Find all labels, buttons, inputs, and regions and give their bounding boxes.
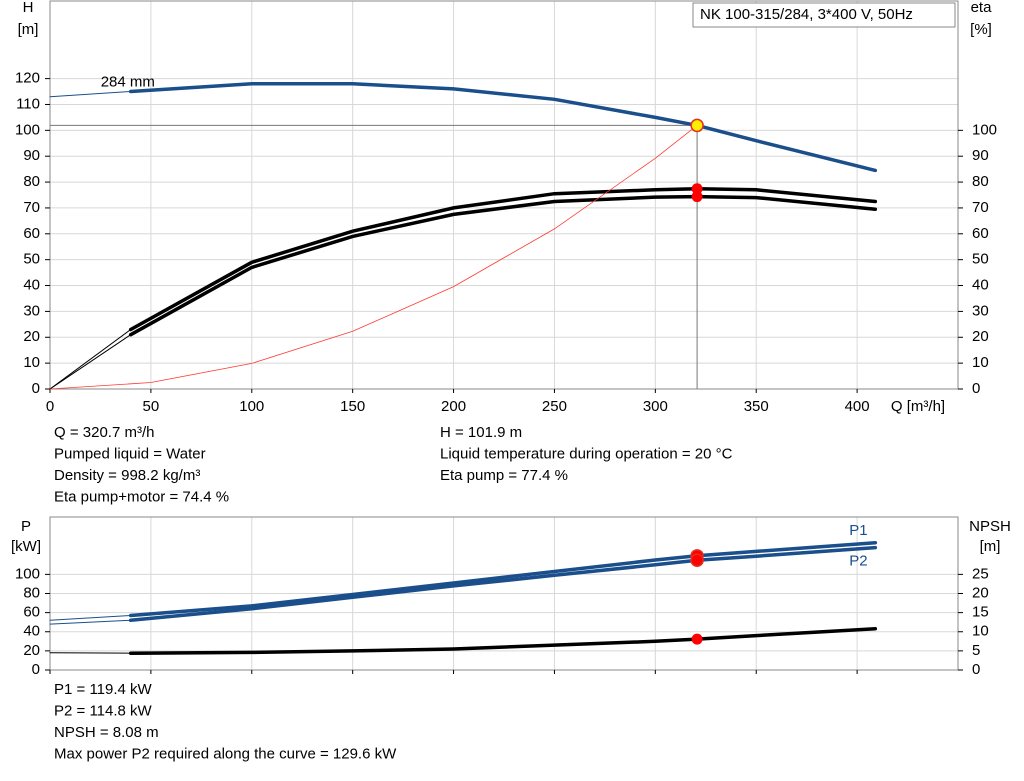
title-box: [692, 2, 956, 28]
curve: [128, 187, 878, 332]
curve-label: 284 mm: [101, 74, 155, 91]
x-tick-label: 400: [845, 398, 870, 415]
y-axis-label: P: [21, 518, 31, 535]
curve: [128, 545, 878, 623]
y-tick-label: 120: [15, 70, 40, 87]
y-tick-label: 100: [15, 565, 40, 582]
x-axis-label: Q [m³/h]: [891, 398, 945, 415]
info-text: Eta pump+motor = 74.4 %: [54, 488, 229, 505]
curve: [128, 82, 878, 173]
y2-tick-label: 40: [972, 277, 989, 294]
info-text: P2 = 114.8 kW: [54, 702, 153, 719]
x-tick-label: 250: [542, 398, 567, 415]
x-tick-label: 50: [143, 398, 160, 415]
info-text: NPSH = 8.08 m: [54, 724, 159, 741]
curve: [128, 626, 878, 655]
curve-extrapolated: [49, 334, 132, 390]
y2-tick-label: 0: [972, 661, 980, 678]
x-tick-label: 300: [643, 398, 668, 415]
x-tick-label: 200: [441, 398, 466, 415]
y-tick-label: 30: [23, 302, 40, 319]
operating-point: [691, 633, 703, 645]
operating-point: [691, 191, 703, 203]
chart-title: NK 100-315/284, 3*400 V, 50Hz: [700, 6, 913, 23]
info-text: Eta pump = 77.4 %: [440, 467, 568, 484]
y2-tick-label: 30: [972, 302, 989, 319]
y-tick-label: 0: [32, 661, 40, 678]
info-text: Pumped liquid = Water: [54, 445, 206, 462]
y-tick-label: 100: [15, 121, 40, 138]
y-axis-unit: [kW]: [11, 538, 41, 555]
y-tick-label: 0: [32, 380, 40, 397]
info-text: H = 101.9 m: [440, 424, 522, 441]
y2-tick-label: 10: [972, 623, 989, 640]
operating-point: [690, 118, 704, 133]
x-tick-label: 350: [744, 398, 769, 415]
info-text: Liquid temperature during operation = 20…: [440, 445, 733, 462]
y2-tick-label: 80: [972, 173, 989, 190]
curve-extrapolated: [49, 329, 132, 390]
y-tick-label: 70: [23, 199, 40, 216]
curve-extrapolated: [49, 619, 132, 625]
y2-tick-label: 20: [972, 328, 989, 345]
y2-tick-label: 0: [972, 380, 980, 397]
y-tick-label: 40: [23, 623, 40, 640]
curve: [128, 194, 878, 337]
x-tick-label: 100: [239, 398, 264, 415]
info-text: Max power P2 required along the curve = …: [54, 745, 397, 762]
curve-extrapolated: [49, 91, 132, 98]
info-text: Q = 320.7 m³/h: [54, 424, 154, 441]
legend-label: P1: [849, 522, 867, 539]
y-tick-label: 20: [23, 328, 40, 345]
operating-point: [691, 183, 703, 195]
y-tick-label: 60: [23, 604, 40, 621]
legend-label: P2: [849, 553, 867, 570]
info-text: Density = 998.2 kg/m³: [54, 467, 200, 484]
x-tick-label: 150: [340, 398, 365, 415]
y2-tick-label: 100: [972, 121, 997, 138]
y2-tick-label: 70: [972, 199, 989, 216]
y-tick-label: 110: [16, 95, 40, 112]
top-plot-frame: [49, 0, 959, 390]
info-layer: Q = 320.7 m³/h Pumped liquid = Water Densi…: [54, 424, 733, 763]
y2-tick-label: 20: [972, 584, 989, 601]
y2-tick-label: 5: [972, 642, 980, 659]
y-tick-label: 60: [23, 225, 40, 242]
y-tick-label: 10: [23, 354, 40, 371]
info-text: P1 = 119.4 kW: [54, 681, 153, 698]
curve: [128, 541, 878, 618]
y-tick-label: 90: [23, 147, 40, 164]
curve-extrapolated: [49, 615, 132, 621]
operating-point: [690, 553, 704, 567]
x-tick-label: 0: [46, 398, 54, 415]
y-tick-label: 50: [23, 251, 40, 268]
y-tick-label: 20: [23, 642, 40, 659]
y2-tick-label: 25: [972, 565, 989, 582]
y2-axis-label: eta: [971, 0, 993, 16]
y2-axis-unit: [m]: [980, 538, 1001, 555]
y-tick-label: 80: [23, 584, 40, 601]
y-axis-label: H: [23, 0, 34, 16]
y2-axis-label: NPSH: [969, 518, 1011, 535]
y2-tick-label: 15: [972, 604, 989, 621]
y2-tick-label: 50: [972, 251, 989, 268]
y2-tick-label: 60: [972, 225, 989, 242]
y-axis-unit: [m]: [18, 21, 39, 38]
y-tick-label: 40: [23, 277, 40, 294]
y2-tick-label: 90: [972, 147, 989, 164]
y2-axis-unit: [%]: [970, 21, 992, 38]
y-tick-label: 80: [23, 173, 40, 190]
y2-tick-label: 10: [972, 354, 989, 371]
system-curve: [49, 125, 698, 390]
